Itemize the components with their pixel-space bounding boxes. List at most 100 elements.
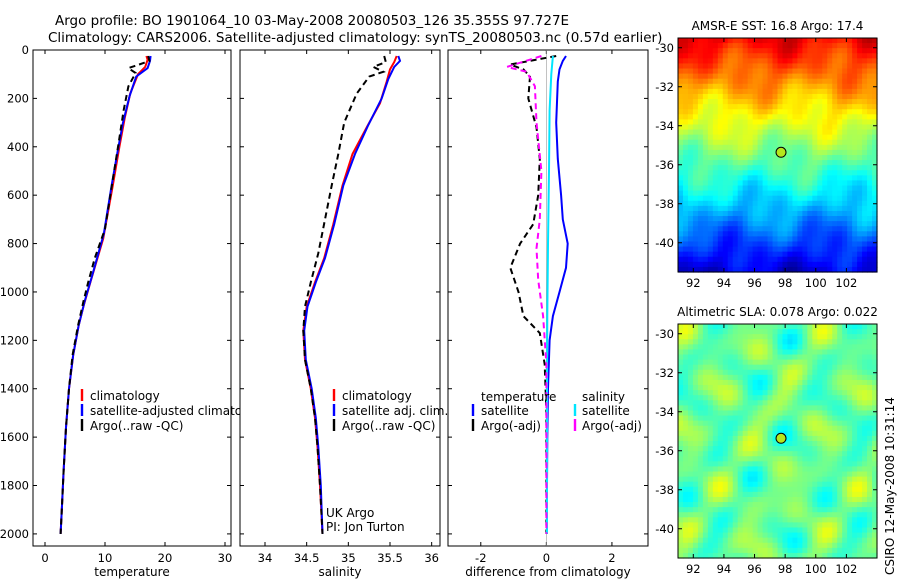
sla-cell: [737, 400, 744, 406]
sla-cell: [857, 395, 863, 401]
sla-cell: [852, 344, 858, 351]
sst-cell: [807, 216, 813, 222]
sla-cell: [812, 425, 818, 432]
sst-cell: [752, 221, 759, 227]
sla-cell: [697, 547, 704, 554]
sla-cell: [867, 344, 873, 351]
sla-cell: [837, 410, 843, 417]
sst-cell: [722, 53, 729, 59]
sst-cell: [862, 155, 868, 161]
sst-cell: [737, 134, 744, 141]
sst-cell: [792, 266, 798, 273]
sst-cell: [842, 231, 848, 237]
sst-cell: [872, 53, 878, 59]
sla-cell: [777, 329, 784, 335]
sst-cell: [762, 241, 769, 248]
sla-cell: [802, 374, 808, 381]
sla-cell: [752, 379, 759, 386]
sla-cell: [762, 425, 769, 432]
sst-cell: [857, 68, 863, 75]
sla-cell: [692, 502, 699, 508]
sst-cell: [852, 180, 858, 187]
sst-cell: [817, 109, 823, 115]
sla-cell: [827, 507, 833, 513]
sla-cell: [807, 507, 813, 513]
sst-cell: [842, 149, 848, 156]
sst-cell: [757, 63, 764, 70]
sst-cell: [752, 73, 759, 80]
sst-cell: [678, 185, 684, 192]
temperature-xtick-label: 0: [41, 551, 48, 565]
sst-cell: [782, 261, 789, 268]
sst-cell: [762, 261, 769, 268]
sla-cell: [727, 420, 734, 427]
sst-cell: [862, 231, 868, 237]
sla-cell: [802, 344, 808, 351]
sst-cell: [712, 68, 719, 75]
sla-cell: [717, 359, 724, 366]
sst-cell: [722, 190, 729, 197]
sla-cell: [807, 435, 813, 442]
sla-cell: [832, 532, 838, 539]
sla-cell: [742, 430, 749, 437]
sla-cell: [787, 507, 794, 513]
sst-cell: [827, 63, 833, 70]
sla-cell: [797, 517, 803, 523]
depth-tick-label: 400: [7, 140, 29, 154]
sla-cell: [787, 451, 794, 457]
sla-cell: [742, 425, 749, 432]
sst-cell: [727, 221, 734, 227]
sla-cell: [747, 395, 754, 401]
sla-cell: [842, 471, 848, 478]
sst-cell: [867, 68, 873, 75]
sst-cell: [867, 104, 873, 110]
sst-cell: [777, 175, 784, 182]
sst-cell: [707, 185, 714, 192]
sla-cell: [692, 471, 699, 478]
sst-cell: [682, 114, 689, 120]
sst-cell: [862, 205, 868, 212]
sst-cell: [678, 104, 684, 110]
sla-cell: [822, 435, 828, 442]
sst-map-xtick-label: 94: [717, 276, 732, 290]
sla-cell: [857, 517, 863, 523]
sla-cell: [712, 364, 719, 371]
sst-cell: [747, 43, 754, 49]
sla-cell: [817, 491, 823, 498]
sla-cell: [762, 552, 769, 559]
sla-cell: [822, 425, 828, 432]
sla-cell: [762, 456, 769, 462]
sla-cell: [832, 502, 838, 508]
sla-cell: [747, 451, 754, 457]
sst-cell: [707, 119, 714, 126]
sst-cell: [797, 170, 803, 176]
sst-cell: [792, 119, 798, 126]
sst-cell: [752, 226, 759, 232]
sst-cell: [792, 185, 798, 192]
sla-cell: [872, 547, 878, 554]
sla-cell: [872, 385, 878, 391]
sst-cell: [787, 155, 794, 161]
sla-cell: [712, 476, 719, 483]
sla-cell: [767, 502, 774, 508]
sla-cell: [852, 441, 858, 447]
sst-cell: [757, 165, 764, 171]
sst-cell: [867, 195, 873, 202]
sla-cell: [762, 502, 769, 508]
sst-cell: [707, 134, 714, 141]
sst-cell: [682, 190, 689, 197]
sst-cell: [852, 63, 858, 70]
sla-cell: [762, 344, 769, 351]
sla-cell: [772, 456, 779, 462]
sst-cell: [742, 93, 749, 100]
sla-cell: [857, 486, 863, 493]
sst-cell: [842, 109, 848, 115]
sla-cell: [702, 491, 709, 498]
sla-cell: [812, 542, 818, 549]
sst-cell: [752, 236, 759, 243]
sla-cell: [782, 339, 789, 345]
sla-cell: [807, 466, 813, 473]
sla-cell: [692, 349, 699, 356]
sla-cell: [847, 415, 853, 422]
sla-cell: [812, 379, 818, 386]
